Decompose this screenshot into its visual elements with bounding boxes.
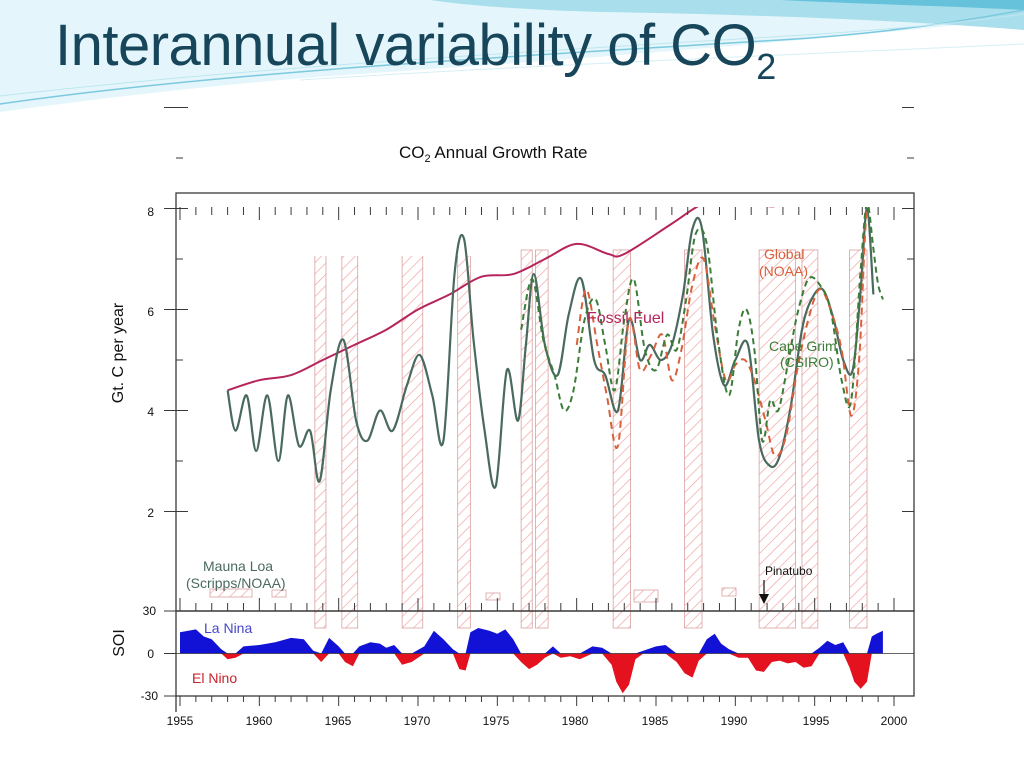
global-noaa-line bbox=[575, 207, 868, 458]
y-tick-label: 30 bbox=[143, 604, 157, 618]
slide-title-main: Interannual variability of CO bbox=[55, 13, 757, 78]
y-tick-label: 2 bbox=[147, 506, 154, 520]
el-nino-band bbox=[849, 249, 868, 629]
legend-mask bbox=[192, 224, 472, 256]
pinatubo-arrow-head bbox=[759, 594, 769, 604]
global-label-2: (NOAA) bbox=[759, 263, 808, 279]
soi-la-nina-area bbox=[180, 628, 883, 654]
fossil-fuel-label: Fossil Fuel bbox=[587, 310, 664, 327]
el-nino-band bbox=[401, 249, 424, 629]
la-nina-label: La Nina bbox=[204, 620, 252, 636]
series-lines bbox=[226, 207, 884, 489]
x-tick-label: 1985 bbox=[642, 714, 669, 728]
small-band bbox=[209, 588, 253, 598]
chart-title-sub: 2 bbox=[425, 153, 431, 165]
small-band bbox=[633, 589, 659, 603]
small-band bbox=[271, 589, 287, 598]
x-tick-label: 1970 bbox=[404, 714, 431, 728]
y-axis-soi-labels: 30 0 -30 bbox=[141, 604, 159, 703]
cape-grim-label-1: Cape Grim bbox=[769, 338, 837, 354]
header-wave-line-2 bbox=[0, 13, 1024, 97]
el-nino-band bbox=[801, 249, 819, 629]
slide-title-subscript: 2 bbox=[756, 46, 776, 87]
pinatubo-label: Pinatubo bbox=[765, 564, 813, 578]
el-nino-band bbox=[612, 249, 632, 629]
x-tick-label: 1965 bbox=[325, 714, 352, 728]
x-tick-label: 1955 bbox=[167, 714, 194, 728]
soi-area bbox=[180, 628, 883, 694]
chart-title-co: CO bbox=[399, 143, 425, 162]
y-tick-label: 4 bbox=[147, 405, 154, 419]
x-axis-labels: 1955 1960 1965 1970 1975 1980 1985 1990 … bbox=[167, 714, 908, 728]
el-nino-band bbox=[457, 249, 471, 629]
el-nino-band bbox=[758, 249, 797, 629]
mauna-loa-line bbox=[226, 207, 875, 489]
header-wave-3 bbox=[780, 0, 1024, 10]
chart-title: CO2 Annual Growth Rate bbox=[399, 143, 588, 165]
mauna-loa-label-2: (Scripps/NOAA) bbox=[186, 575, 286, 591]
el-nino-label: El Nino bbox=[192, 670, 237, 686]
el-nino-band bbox=[341, 249, 359, 629]
cape-grim-line bbox=[520, 207, 884, 443]
cape-grim-label-2: (CSIRO) bbox=[780, 354, 834, 370]
small-band bbox=[485, 592, 501, 601]
soi-axis-label: SOI bbox=[111, 629, 128, 657]
chart-title-rest: Annual Growth Rate bbox=[431, 143, 588, 162]
global-label-1: Global bbox=[764, 246, 804, 262]
el-nino-band bbox=[520, 249, 533, 629]
slide-title: Interannual variability of CO2 bbox=[55, 12, 776, 87]
axis-ticks bbox=[164, 107, 914, 706]
small-band bbox=[721, 587, 737, 597]
y-axis-top-labels: 8 6 4 2 bbox=[147, 205, 154, 520]
y-tick-label: 6 bbox=[147, 305, 154, 319]
header-wave-2 bbox=[430, 0, 1024, 30]
small-bands bbox=[209, 587, 737, 603]
header-wave-line-3 bbox=[299, 43, 1024, 81]
x-tick-label: 1990 bbox=[721, 714, 748, 728]
x-tick-label: 1975 bbox=[483, 714, 510, 728]
mauna-loa-label-1: Mauna Loa bbox=[203, 558, 273, 574]
x-tick-label: 1995 bbox=[803, 714, 830, 728]
y-tick-label: -30 bbox=[141, 689, 159, 703]
x-tick-label: 2000 bbox=[881, 714, 908, 728]
soi-el-nino-area bbox=[180, 653, 883, 694]
y-tick-label: 0 bbox=[147, 647, 154, 661]
x-tick-label: 1960 bbox=[246, 714, 273, 728]
el-nino-band bbox=[684, 249, 703, 629]
fossil-fuel-line bbox=[227, 207, 776, 392]
x-tick-label: 1980 bbox=[562, 714, 589, 728]
y-tick-label: 8 bbox=[147, 205, 154, 219]
y-axis-label: Gt. C per year bbox=[110, 302, 127, 403]
